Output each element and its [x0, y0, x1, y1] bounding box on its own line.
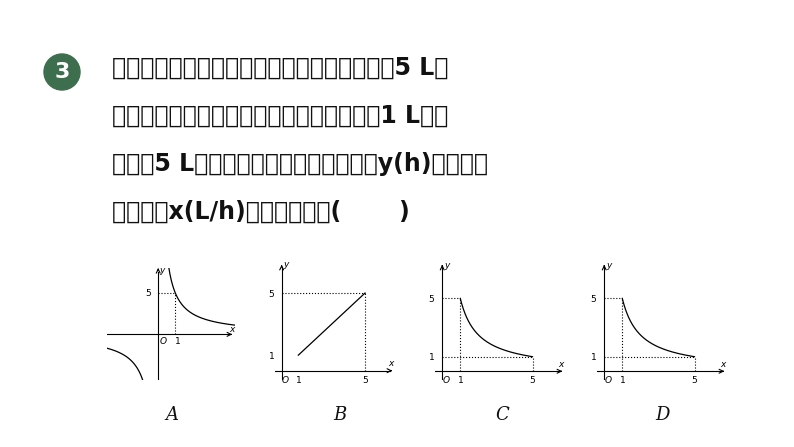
Text: $5$: $5$ [529, 374, 536, 385]
Text: 不多于5 L，则表示氧气可供使用的时间y(h)与此人的: 不多于5 L，则表示氧气可供使用的时间y(h)与此人的 [112, 152, 488, 176]
Text: $1$: $1$ [457, 374, 464, 385]
Text: $1$: $1$ [619, 374, 626, 385]
Text: $O$: $O$ [442, 374, 451, 385]
Text: $O$: $O$ [159, 335, 168, 346]
Text: $y$: $y$ [283, 261, 291, 271]
Text: 吸氧速度x(L/h)的函数图象是(       ): 吸氧速度x(L/h)的函数图象是( ) [112, 200, 410, 224]
Text: 氧气瓶，一探险者的吸氧速度每小时不少于1 L，但: 氧气瓶，一探险者的吸氧速度每小时不少于1 L，但 [112, 104, 449, 128]
Text: $1$: $1$ [428, 351, 435, 362]
Text: $5$: $5$ [145, 287, 152, 299]
Text: C: C [495, 406, 509, 424]
Text: D: D [655, 406, 669, 424]
Text: $5$: $5$ [691, 374, 698, 385]
Text: $1$: $1$ [295, 374, 302, 385]
Text: 3: 3 [54, 62, 70, 82]
Text: A: A [165, 406, 179, 424]
Text: $x$: $x$ [229, 325, 237, 334]
Circle shape [44, 54, 80, 90]
Text: $y$: $y$ [159, 266, 166, 277]
Text: $O$: $O$ [604, 374, 613, 385]
Text: $5$: $5$ [428, 293, 435, 304]
Text: $O$: $O$ [282, 374, 290, 385]
Text: $1$: $1$ [174, 335, 180, 346]
Text: $5$: $5$ [361, 374, 368, 385]
Text: B: B [333, 406, 347, 424]
Text: $y$: $y$ [444, 261, 452, 272]
Text: $y$: $y$ [606, 261, 614, 272]
Text: 攀登珠穆朗玛峰的探险者一般携带一种容积为5 L的: 攀登珠穆朗玛峰的探险者一般携带一种容积为5 L的 [112, 56, 449, 80]
Text: $x$: $x$ [387, 359, 395, 368]
Text: $x$: $x$ [557, 360, 565, 369]
Text: $1$: $1$ [590, 351, 597, 362]
Text: $5$: $5$ [590, 293, 597, 304]
Text: $5$: $5$ [268, 287, 275, 299]
Text: $x$: $x$ [719, 360, 727, 369]
Text: $1$: $1$ [268, 350, 275, 361]
